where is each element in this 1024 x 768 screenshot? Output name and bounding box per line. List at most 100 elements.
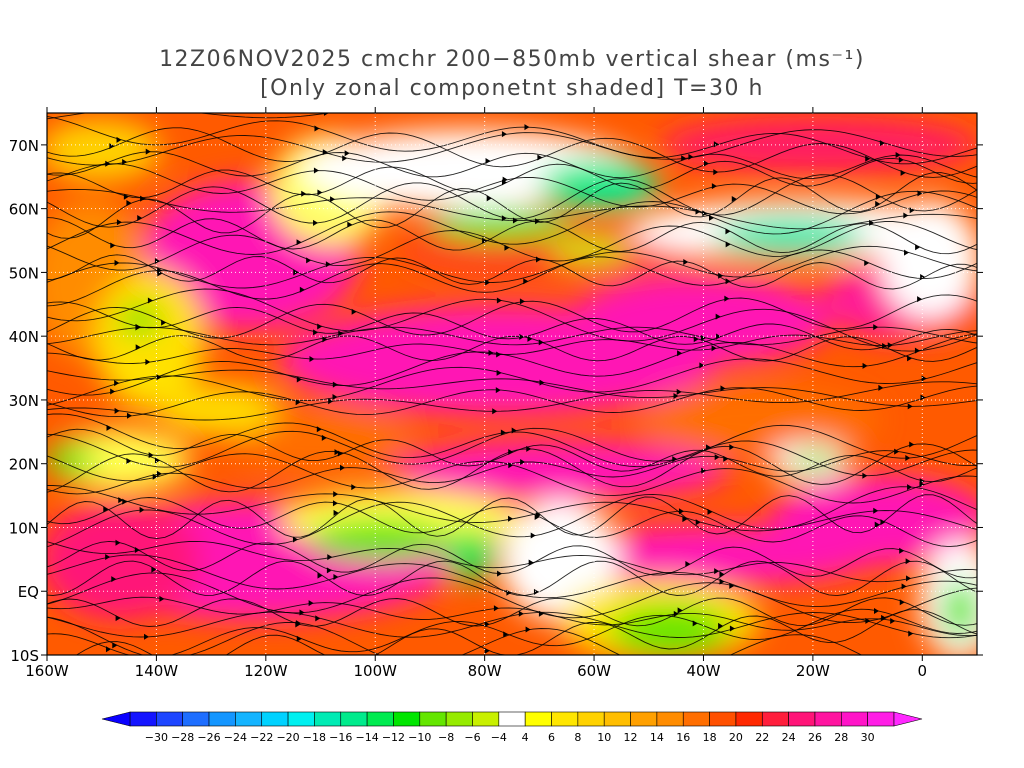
streamline-arrow bbox=[676, 388, 682, 395]
colorbar-label: −12 bbox=[382, 731, 405, 744]
streamline-arrow bbox=[109, 143, 115, 150]
streamline bbox=[47, 330, 977, 364]
streamline-arrow bbox=[123, 193, 129, 200]
streamline-arrow bbox=[314, 125, 320, 132]
streamline-arrow bbox=[874, 521, 880, 528]
streamline bbox=[47, 115, 977, 165]
lat-label: 70N bbox=[9, 137, 39, 155]
colorbar-label: 24 bbox=[782, 731, 796, 744]
colorbar-swatch bbox=[129, 711, 157, 727]
streamline bbox=[47, 217, 977, 255]
streamline-arrow bbox=[898, 156, 904, 163]
streamline-arrow bbox=[702, 210, 708, 217]
streamline-arrow bbox=[309, 356, 315, 363]
streamline-arrow bbox=[154, 257, 160, 264]
streamline-arrow bbox=[535, 218, 541, 225]
streamline-arrow bbox=[711, 183, 717, 190]
streamline-arrow bbox=[135, 324, 141, 331]
streamline-arrow bbox=[485, 158, 491, 165]
streamline bbox=[47, 190, 977, 255]
streamline-arrow bbox=[725, 278, 731, 285]
streamline-arrow bbox=[715, 313, 721, 320]
streamline-arrow bbox=[118, 497, 124, 504]
streamline-arrow bbox=[716, 333, 722, 340]
lat-label: 50N bbox=[9, 264, 39, 282]
streamline-arrow bbox=[672, 456, 678, 463]
colorbar-swatch bbox=[287, 711, 315, 727]
streamline bbox=[47, 497, 977, 548]
colorbar-swatch bbox=[630, 711, 658, 727]
streamline-arrow bbox=[528, 559, 534, 566]
streamline-arrow bbox=[110, 242, 116, 249]
streamline-arrow bbox=[332, 500, 338, 507]
streamlines bbox=[47, 113, 977, 665]
streamline-arrow bbox=[105, 646, 111, 653]
streamline-arrow bbox=[496, 369, 502, 376]
colorbar-swatch bbox=[814, 711, 842, 727]
lat-label: 10N bbox=[9, 519, 39, 537]
streamline-arrow bbox=[526, 445, 532, 452]
lon-label: 80W bbox=[468, 662, 502, 680]
streamline-arrow bbox=[909, 441, 915, 448]
streamline-arrow bbox=[496, 297, 502, 304]
colorbar-swatch bbox=[314, 711, 342, 727]
map-frame bbox=[46, 112, 978, 656]
streamline-arrow bbox=[881, 614, 887, 621]
streamline-arrow bbox=[539, 379, 545, 386]
colorbar-swatch bbox=[656, 711, 684, 727]
lat-lon-grid bbox=[47, 113, 977, 655]
streamline-arrow bbox=[296, 239, 302, 246]
streamline-arrow bbox=[296, 376, 302, 383]
colorbar-label: 28 bbox=[834, 731, 848, 744]
streamline-arrow bbox=[875, 193, 881, 200]
colorbar-swatch bbox=[841, 711, 868, 727]
streamline-arrow bbox=[525, 626, 531, 633]
streamline-arrow bbox=[719, 571, 725, 578]
colorbar-label: 30 bbox=[861, 731, 875, 744]
streamline-arrow bbox=[908, 630, 914, 637]
streamline-arrow bbox=[879, 140, 885, 147]
colorbar-swatch bbox=[419, 711, 447, 727]
streamline bbox=[47, 385, 977, 418]
streamline-arrow bbox=[530, 532, 536, 539]
streamline-arrow bbox=[344, 659, 349, 665]
colorbar-swatch bbox=[366, 711, 394, 727]
streamline-arrow bbox=[313, 167, 319, 174]
streamline bbox=[47, 326, 977, 346]
lon-label: 100W bbox=[354, 662, 398, 680]
colorbar-swatch bbox=[498, 711, 526, 727]
lon-label: 0 bbox=[918, 662, 928, 680]
colorbar-swatch bbox=[524, 711, 552, 727]
colorbar-label: 10 bbox=[597, 731, 611, 744]
streamline-arrow bbox=[486, 195, 492, 202]
streamline-arrow bbox=[731, 196, 737, 203]
streamline-arrow bbox=[157, 267, 163, 274]
streamline-arrow bbox=[887, 342, 893, 349]
lon-label: 20W bbox=[796, 662, 830, 680]
streamline-arrow bbox=[103, 506, 109, 513]
streamline-arrow bbox=[334, 449, 340, 456]
streamline bbox=[75, 609, 977, 655]
colorbar-swatch bbox=[761, 711, 789, 727]
streamline-arrow bbox=[322, 336, 328, 343]
streamline bbox=[47, 450, 977, 495]
streamline-arrow bbox=[321, 434, 327, 441]
colorbar-label: −6 bbox=[464, 731, 480, 744]
lat-label: 30N bbox=[9, 392, 39, 410]
lat-label: 60N bbox=[9, 201, 39, 219]
streamline-arrow bbox=[907, 484, 913, 491]
streamline-arrow bbox=[677, 350, 683, 357]
streamline-arrow bbox=[693, 336, 699, 343]
streamline-arrow bbox=[890, 617, 896, 624]
streamline-arrow bbox=[484, 647, 490, 654]
colorbar-swatch bbox=[735, 711, 763, 727]
streamline-arrow bbox=[313, 329, 319, 336]
streamline-arrow bbox=[720, 385, 726, 392]
streamline-arrow bbox=[713, 169, 719, 176]
colorbar-swatch bbox=[682, 711, 710, 727]
streamline-arrow bbox=[482, 237, 488, 244]
colorbar-label: 20 bbox=[729, 731, 743, 744]
streamline-arrow bbox=[145, 148, 151, 155]
colorbar-label: 22 bbox=[755, 731, 769, 744]
streamline-arrow bbox=[682, 516, 688, 523]
